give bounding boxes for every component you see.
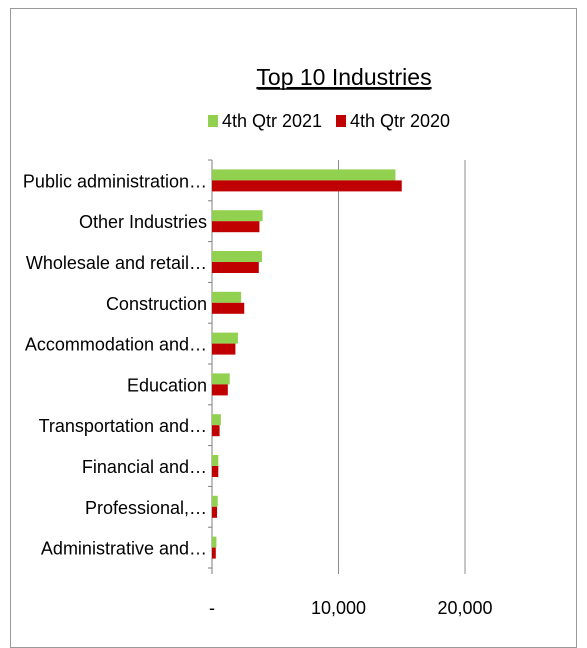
bar-qtr2020 — [212, 384, 228, 396]
legend-label: 4th Qtr 2021 — [222, 111, 322, 131]
bar-qtr2021 — [212, 455, 219, 466]
chart-legend: 4th Qtr 2021 4th Qtr 2020 — [208, 111, 450, 131]
bar-qtr2021 — [212, 291, 242, 303]
bar-qtr2021 — [212, 414, 221, 426]
bar-qtr2020 — [212, 547, 216, 559]
bar-qtr2021 — [212, 495, 218, 507]
bar-qtr2020 — [212, 425, 220, 437]
bar-qtr2020 — [212, 221, 260, 233]
bar-qtr2021 — [212, 169, 396, 181]
bar-qtr2021 — [212, 373, 230, 385]
category-label: Education — [127, 375, 207, 395]
category-label: Financial and… — [82, 457, 207, 477]
category-label: Accommodation and… — [25, 335, 207, 355]
category-label: Wholesale and retail… — [26, 253, 207, 273]
bar-qtr2021 — [212, 536, 217, 548]
category-label: Other Industries — [79, 212, 207, 232]
x-tick-label: 20,000 — [437, 598, 492, 618]
bar-qtr2020 — [212, 466, 219, 477]
bar-qtr2021 — [212, 251, 262, 262]
chart-title: Top 10 Industries — [256, 64, 431, 90]
category-label: Administrative and… — [41, 539, 207, 559]
bar-chart: Top 10 Industries 4th Qtr 2021 4th Qtr 20… — [23, 64, 493, 618]
legend-label: 4th Qtr 2020 — [350, 111, 450, 131]
x-tick-label: - — [209, 598, 215, 618]
category-label: Construction — [106, 294, 207, 314]
legend-swatch — [208, 115, 218, 127]
category-label: Professional,… — [85, 498, 207, 518]
chart-bars — [212, 169, 402, 559]
bar-qtr2020 — [212, 180, 402, 192]
bar-qtr2020 — [212, 506, 218, 518]
category-label: Public administration… — [23, 171, 207, 191]
bar-qtr2020 — [212, 302, 245, 314]
x-axis-ticks: - 10,000 20,000 — [209, 598, 493, 618]
legend-swatch — [336, 115, 346, 127]
x-tick-label: 10,000 — [311, 598, 366, 618]
category-labels: Public administration… Other Industries Wh… — [23, 171, 207, 558]
bar-qtr2020 — [212, 262, 259, 273]
bar-qtr2021 — [212, 210, 263, 222]
bar-qtr2021 — [212, 332, 238, 344]
category-label: Transportation and… — [39, 416, 207, 436]
bar-qtr2020 — [212, 343, 236, 355]
chart-frame — [10, 8, 577, 648]
